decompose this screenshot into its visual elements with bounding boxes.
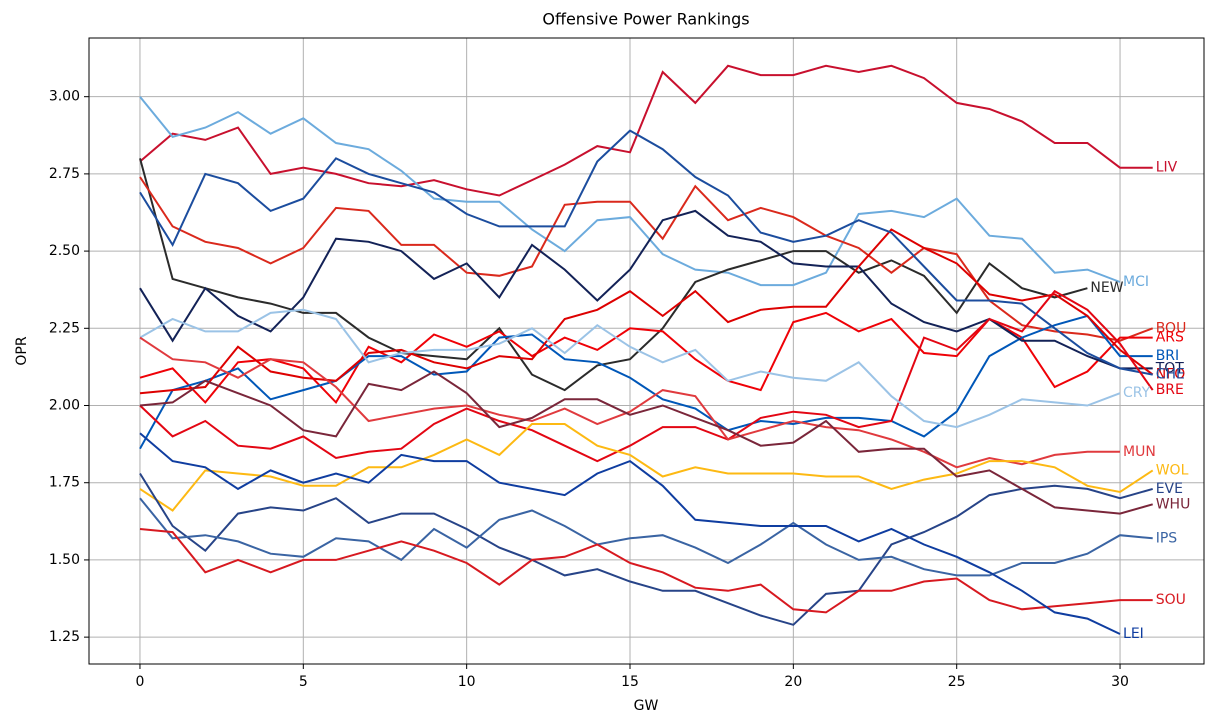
y-tick-label: 2.00 (49, 398, 80, 414)
series-line (139, 423, 1154, 512)
chart-title: Offensive Power Rankings (542, 10, 749, 29)
series-line (139, 289, 1154, 463)
series-label: LIV (1156, 160, 1178, 176)
y-tick-label: 1.75 (49, 475, 80, 491)
series-line (139, 472, 1153, 626)
x-axis-label: GW (634, 698, 659, 714)
y-tick-label: 1.50 (49, 552, 80, 568)
series-label: MUN (1123, 444, 1156, 460)
y-tick-label: 2.50 (49, 243, 80, 259)
series-line (139, 370, 1153, 515)
y-axis-label: OPR (14, 336, 30, 365)
series-label: NEW (1090, 280, 1123, 296)
series-label: BRI (1156, 348, 1179, 364)
series-line (139, 64, 1153, 197)
series-line (139, 497, 1153, 577)
series-label: WHU (1156, 496, 1191, 512)
series-line (139, 314, 1153, 450)
series-label: NFO (1156, 367, 1186, 383)
series-label: SOU (1156, 592, 1186, 608)
series-line (139, 228, 1154, 395)
series-label: IPS (1156, 530, 1178, 546)
series-label: EVE (1156, 481, 1183, 497)
x-tick-label: 10 (458, 674, 476, 690)
series-label: ARS (1156, 330, 1184, 346)
series-label: CRY (1123, 385, 1151, 401)
x-tick-label: 5 (299, 674, 308, 690)
plot-frame (88, 37, 1205, 665)
series-line (139, 96, 1121, 287)
series-line (139, 528, 1153, 614)
series-line (139, 336, 1120, 469)
series-line (139, 176, 1154, 342)
series-label: BOU (1156, 320, 1187, 336)
y-tick-label: 2.25 (49, 320, 80, 336)
x-tick-label: 25 (948, 674, 966, 690)
series-label: BRE (1156, 382, 1184, 398)
series-label: CHE (1156, 367, 1185, 383)
y-tick-label: 1.25 (49, 629, 80, 645)
y-tick-label: 2.75 (49, 166, 80, 182)
x-tick-label: 30 (1111, 674, 1129, 690)
x-tick-label: 15 (621, 674, 639, 690)
series-label: LEI (1123, 626, 1144, 642)
series-line (139, 209, 1153, 370)
series-line (139, 308, 1121, 429)
series-label: MCI (1123, 274, 1149, 290)
series-label: TOT (1155, 360, 1185, 376)
x-tick-label: 20 (784, 674, 802, 690)
series-line (139, 129, 1153, 376)
series-line (139, 432, 1121, 635)
x-tick-label: 0 (136, 674, 145, 690)
series-line (139, 158, 1088, 392)
y-tick-label: 3.00 (49, 89, 80, 105)
series-label: WOL (1156, 462, 1189, 478)
